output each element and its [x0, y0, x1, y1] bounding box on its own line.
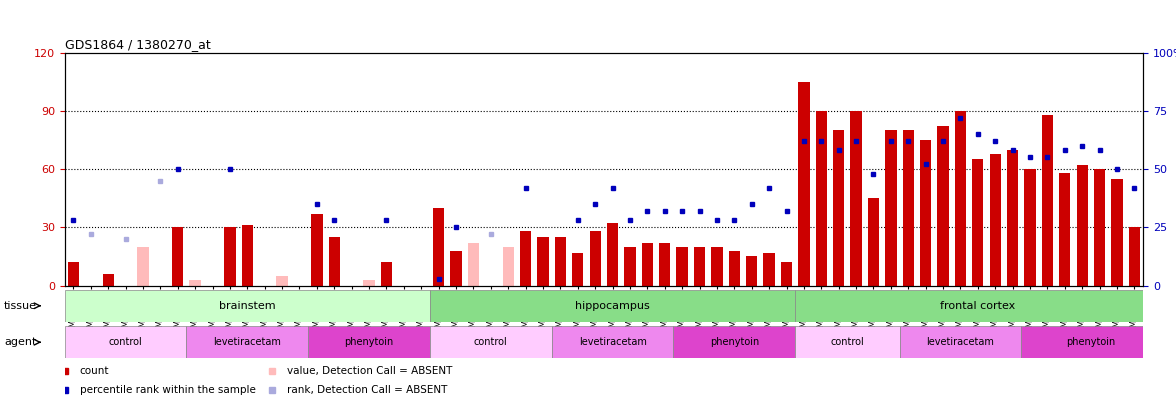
Bar — [537, 237, 549, 286]
Text: value, Detection Call = ABSENT: value, Detection Call = ABSENT — [287, 366, 453, 376]
Bar — [450, 251, 462, 286]
Bar — [172, 227, 183, 286]
Bar — [312, 214, 322, 286]
Bar — [674, 326, 795, 358]
Text: frontal cortex: frontal cortex — [940, 301, 1015, 311]
Bar — [795, 290, 1161, 322]
Bar — [381, 262, 392, 286]
Bar — [433, 208, 445, 286]
Bar — [607, 224, 619, 286]
Bar — [746, 256, 757, 286]
Bar — [833, 130, 844, 286]
Bar — [781, 262, 793, 286]
Bar — [573, 253, 583, 286]
Bar — [308, 326, 430, 358]
Bar — [276, 276, 288, 286]
Bar — [363, 280, 375, 286]
Text: brainstem: brainstem — [219, 301, 275, 311]
Text: phenytoin: phenytoin — [1067, 337, 1116, 347]
Bar — [328, 237, 340, 286]
Bar — [900, 326, 1021, 358]
Bar — [189, 280, 201, 286]
Bar — [795, 326, 900, 358]
Text: GDS1864 / 1380270_at: GDS1864 / 1380270_at — [65, 38, 211, 51]
Bar — [1042, 115, 1053, 286]
Text: tissue: tissue — [4, 301, 36, 311]
Bar — [642, 243, 653, 286]
Bar — [225, 227, 235, 286]
Bar — [520, 231, 532, 286]
Bar — [955, 111, 967, 286]
Bar — [973, 160, 983, 286]
Bar — [138, 247, 148, 286]
Bar — [1094, 169, 1105, 286]
Bar — [886, 130, 896, 286]
Text: rank, Detection Call = ABSENT: rank, Detection Call = ABSENT — [287, 385, 448, 395]
Text: levetiracetam: levetiracetam — [213, 337, 281, 347]
Bar — [920, 140, 931, 286]
Bar — [868, 198, 880, 286]
Bar — [937, 126, 949, 286]
Bar — [659, 243, 670, 286]
Text: control: control — [830, 337, 864, 347]
Bar — [1007, 150, 1018, 286]
Bar — [187, 326, 308, 358]
Bar — [694, 247, 706, 286]
Bar — [1060, 173, 1070, 286]
Bar — [502, 247, 514, 286]
Bar — [1021, 326, 1161, 358]
Text: phenytoin: phenytoin — [345, 337, 394, 347]
Bar — [989, 153, 1001, 286]
Bar — [676, 247, 688, 286]
Text: control: control — [474, 337, 508, 347]
Bar — [468, 243, 479, 286]
Bar — [102, 274, 114, 286]
Bar — [552, 326, 674, 358]
Bar — [241, 225, 253, 286]
Bar — [1076, 165, 1088, 286]
Bar — [1024, 169, 1036, 286]
Bar — [763, 253, 775, 286]
Text: phenytoin: phenytoin — [709, 337, 759, 347]
Text: percentile rank within the sample: percentile rank within the sample — [80, 385, 255, 395]
Bar — [816, 111, 827, 286]
Bar — [1111, 179, 1123, 286]
Bar — [589, 231, 601, 286]
Bar — [729, 251, 740, 286]
Text: agent: agent — [4, 337, 36, 347]
Text: control: control — [108, 337, 142, 347]
Bar — [65, 290, 430, 322]
Bar — [555, 237, 566, 286]
Bar — [799, 82, 809, 286]
Bar — [1129, 227, 1140, 286]
Bar — [903, 130, 914, 286]
Text: levetiracetam: levetiracetam — [927, 337, 995, 347]
Bar — [430, 326, 552, 358]
Text: count: count — [80, 366, 109, 376]
Text: levetiracetam: levetiracetam — [579, 337, 647, 347]
Bar — [850, 111, 862, 286]
Bar — [711, 247, 722, 286]
Bar — [68, 262, 79, 286]
Bar — [430, 290, 795, 322]
Bar — [624, 247, 635, 286]
Text: hippocampus: hippocampus — [575, 301, 650, 311]
Bar — [65, 326, 187, 358]
